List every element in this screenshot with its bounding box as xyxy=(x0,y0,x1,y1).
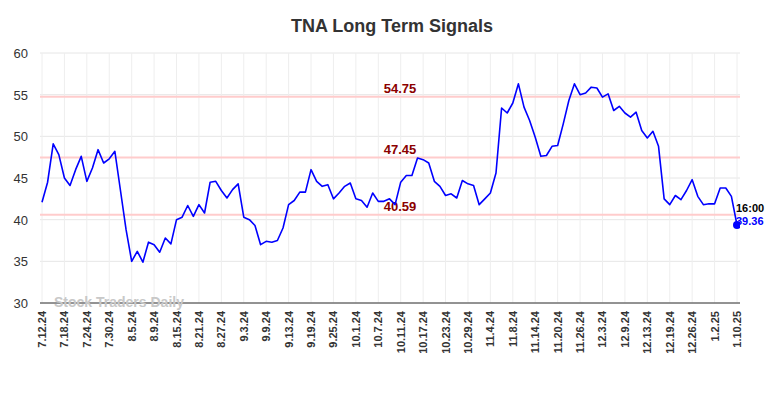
x-tick-label: 12.9.24 xyxy=(619,310,631,348)
grid-line xyxy=(42,53,43,303)
title: TNA Long Term Signals xyxy=(291,16,493,36)
x-tick-label: 8.5.24 xyxy=(126,310,138,341)
price-line xyxy=(42,84,737,262)
grid-line xyxy=(512,53,513,303)
y-tick-label: 55 xyxy=(14,88,28,103)
reference-label: 54.75 xyxy=(384,81,417,96)
x-tick-label: 12.3.24 xyxy=(596,310,608,348)
grid-line xyxy=(737,53,738,303)
watermark: Stock Traders Daily xyxy=(54,294,184,310)
grid-line xyxy=(445,53,446,303)
grid-line xyxy=(423,53,424,303)
x-tick-label: 1.10.25 xyxy=(731,311,743,348)
grid-line xyxy=(311,53,312,303)
y-tick-label: 40 xyxy=(14,213,28,228)
grid-line xyxy=(243,53,244,303)
grid-line xyxy=(535,53,536,303)
reference-line xyxy=(40,214,740,216)
reference-line xyxy=(40,157,740,159)
grid-line xyxy=(602,53,603,303)
x-tick-label: 11.4.24 xyxy=(484,310,496,347)
x-tick-label: 9.19.24 xyxy=(305,310,317,348)
y-tick-label: 45 xyxy=(14,171,28,186)
x-tick-label: 8.9.24 xyxy=(148,310,160,341)
reference-label: 47.45 xyxy=(384,142,417,157)
grid-line xyxy=(198,53,199,303)
x-tick-label: 1.2.25 xyxy=(709,311,721,342)
x-tick-label: 9.13.24 xyxy=(283,310,295,348)
grid-line xyxy=(355,53,356,303)
grid-line xyxy=(40,136,740,137)
grid-line xyxy=(378,53,379,303)
plot-area xyxy=(42,84,740,262)
grid-line xyxy=(40,53,740,54)
x-tick-label: 8.15.24 xyxy=(171,310,183,348)
grid-line xyxy=(669,53,670,303)
grid-line xyxy=(647,53,648,303)
x-tick-label: 10.23.24 xyxy=(440,310,452,354)
grid-line xyxy=(333,53,334,303)
x-tick-label: 8.27.24 xyxy=(215,310,227,348)
grid-line xyxy=(221,53,222,303)
x-tick-label: 12.26.24 xyxy=(686,310,698,354)
x-tick-label: 7.12.24 xyxy=(36,310,48,348)
time-label: 16:00 xyxy=(736,202,764,214)
x-tick-label: 11.26.24 xyxy=(574,310,586,353)
grid-line xyxy=(467,53,468,303)
grid-line xyxy=(154,53,155,303)
grid-line xyxy=(131,53,132,303)
grid-line xyxy=(266,53,267,303)
x-tick-label: 10.11.24 xyxy=(395,310,407,353)
x-tick-label: 9.25.24 xyxy=(327,310,339,348)
chart: TNA Long Term Signals 30 35 40 45 50 55 60 7.12.… xyxy=(0,0,784,398)
x-tick-label: 12.13.24 xyxy=(641,310,653,354)
x-tick-label: 9.9.24 xyxy=(260,310,272,341)
y-tick-label: 50 xyxy=(14,129,28,144)
y-tick-label: 30 xyxy=(14,296,28,311)
grid-line xyxy=(714,53,715,303)
x-tick-label: 7.24.24 xyxy=(81,310,93,348)
y-tick-label: 35 xyxy=(14,254,28,269)
grid-line xyxy=(624,53,625,303)
x-tick-label: 12.19.24 xyxy=(664,310,676,354)
grid-line xyxy=(109,53,110,303)
x-tick-label: 8.21.24 xyxy=(193,310,205,348)
x-tick-label: 7.18.24 xyxy=(58,310,70,348)
x-tick-label: 10.17.24 xyxy=(417,310,429,354)
x-tick-label: 10.7.24 xyxy=(372,310,384,348)
grid-line xyxy=(40,178,740,179)
x-tick-label: 11.14.24 xyxy=(529,310,541,353)
y-tick-label: 60 xyxy=(14,46,28,61)
grid-line xyxy=(580,53,581,303)
last-value-label: 39.36 xyxy=(736,215,764,227)
x-tick-label: 9.3.24 xyxy=(238,310,250,341)
grid-line xyxy=(557,53,558,303)
grid-line xyxy=(490,53,491,303)
reference-label: 40.59 xyxy=(384,199,417,214)
grid-line xyxy=(40,219,740,220)
x-tick-label: 10.1.24 xyxy=(350,310,362,348)
grid-line xyxy=(692,53,693,303)
reference-line xyxy=(40,96,740,98)
x-tick-label: 7.30.24 xyxy=(103,310,115,348)
grid-line xyxy=(288,53,289,303)
grid-line xyxy=(176,53,177,303)
x-tick-label: 11.8.24 xyxy=(507,310,519,347)
x-tick-label: 10.29.24 xyxy=(462,310,474,354)
x-tick-label: 11.20.24 xyxy=(552,310,564,353)
grid-line xyxy=(40,261,740,262)
